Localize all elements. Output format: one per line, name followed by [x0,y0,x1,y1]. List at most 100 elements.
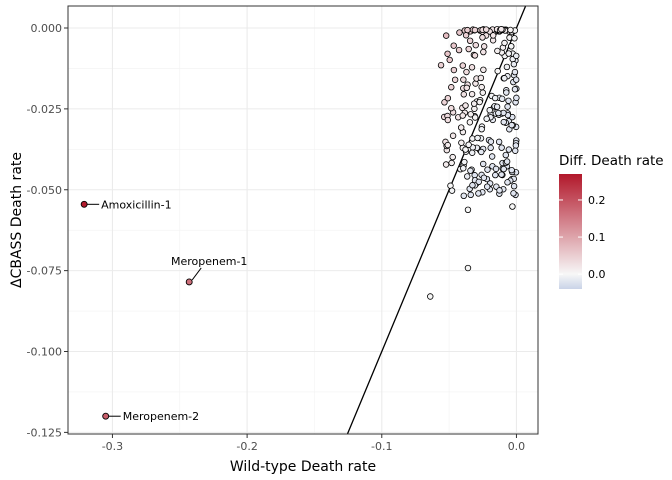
data-point [500,118,507,126]
data-point [487,138,495,145]
y-axis: 0.000 -0.025 -0.050 -0.075 -0.100 -0.125 [27,22,68,439]
data-point [493,103,501,110]
data-point [470,100,478,107]
x-tick-label: 0.0 [508,440,526,453]
data-point [498,144,505,151]
data-point [479,89,486,96]
x-axis: -0.3 -0.2 -0.1 0.0 [102,434,525,453]
data-point [450,42,457,49]
data-point [484,183,491,190]
data-point [480,174,488,181]
data-point [504,103,511,110]
data-point [462,32,470,39]
colorbar-label: 0.1 [588,231,606,244]
data-point [458,139,465,146]
data-point [488,153,496,160]
y-tick-label: -0.050 [27,184,62,197]
point-label: Meropenem-1 [171,255,247,268]
data-point [427,293,434,300]
data-point [437,62,445,69]
data-point [459,62,466,69]
data-point [468,90,476,98]
data-point [495,138,503,146]
data-point [459,112,466,119]
data-point [469,182,476,189]
data-point [507,26,514,34]
data-point [508,121,515,129]
data-point [478,83,485,91]
annotations: Amoxicillin-1 Meropenem-1 Meropenem-2 [87,198,247,423]
data-point [455,46,463,54]
data-point [492,171,499,179]
x-axis-title: Wild-type Death rate [230,459,376,475]
data-point [448,84,455,91]
labeled-data-point [80,200,88,208]
data-point [495,109,502,117]
data-point [478,148,485,156]
data-point [464,264,472,272]
point-label: Meropenem-2 [123,410,199,423]
data-point [494,47,501,55]
data-point [498,95,506,103]
data-point [504,179,511,186]
data-point [510,61,518,68]
data-point [448,159,455,167]
annotation-leader [191,267,202,281]
color-legend: Diff. Death rate 0.0 0.1 0.2 [559,153,664,289]
data-point [444,116,452,124]
data-point [463,84,470,92]
data-point [465,45,472,53]
data-point [503,63,511,71]
y-tick-label: -0.100 [27,346,62,359]
y-tick-label: 0.000 [31,22,63,35]
data-point [468,64,476,71]
data-point [468,149,476,156]
data-point [511,86,519,93]
data-point [480,48,487,56]
data-point [480,43,488,50]
data-point [451,76,459,83]
data-point [456,29,463,36]
data-point [479,34,486,41]
data-point [467,191,474,199]
data-point [511,68,519,76]
data-point [449,153,456,161]
data-point [513,76,520,83]
data-point [448,104,455,112]
data-point [466,37,474,45]
y-tick-label: -0.025 [27,103,62,116]
data-point [500,165,507,173]
data-point [450,66,458,74]
data-point [509,203,516,210]
data-point [446,56,453,64]
data-point [471,52,479,59]
data-point [475,178,482,186]
data-point [442,32,450,39]
colorbar [559,174,582,289]
data-point [494,67,501,75]
data-point [505,50,512,57]
data-point [471,114,479,121]
data-point [480,66,487,74]
data-point [513,94,520,102]
x-tick-label: -0.2 [236,440,257,453]
data-point [477,74,485,82]
data-point [501,39,508,47]
data-point [465,141,472,148]
data-point [498,171,505,178]
data-point [475,190,482,197]
data-point [503,158,511,165]
data-point [484,166,491,173]
data-point [464,26,471,34]
data-point [467,167,474,174]
data-point [467,111,474,118]
data-point [448,187,456,194]
data-point [479,160,487,168]
data-point [502,151,510,159]
data-point [483,115,490,122]
data-point [513,52,520,60]
data-point [444,141,451,149]
data-point [503,89,510,96]
data-point [466,119,474,126]
data-point [487,144,494,152]
